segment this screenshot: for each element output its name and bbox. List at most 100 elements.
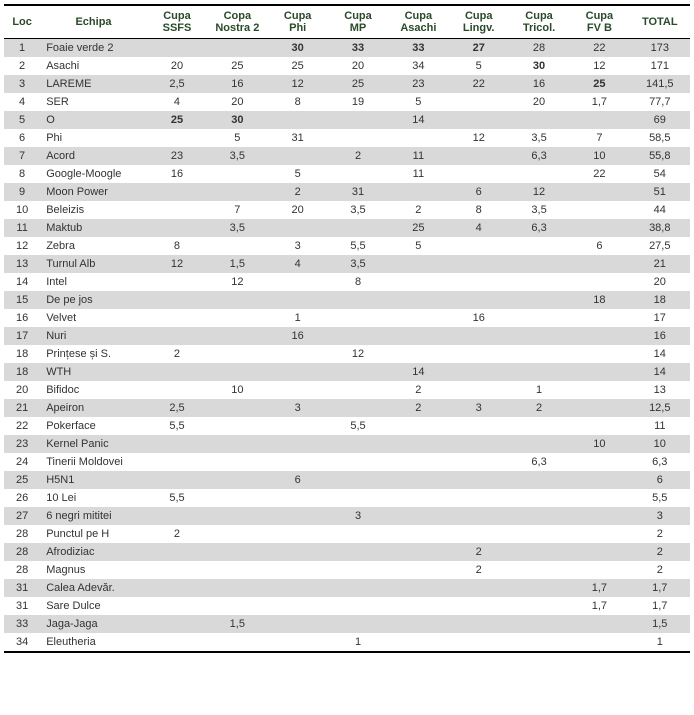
cell-echipa: Acord: [40, 147, 147, 165]
cell-c3: [268, 489, 328, 507]
cell-c2: [207, 525, 267, 543]
cell-c6: 6: [449, 183, 509, 201]
cell-c4: [328, 381, 388, 399]
cell-loc: 23: [4, 435, 40, 453]
cell-echipa: Eleutheria: [40, 633, 147, 652]
cell-c3: [268, 543, 328, 561]
cell-c6: [449, 381, 509, 399]
cell-c3: [268, 417, 328, 435]
cell-c4: 8: [328, 273, 388, 291]
cell-c8: [569, 345, 629, 363]
cell-c1: 2: [147, 345, 207, 363]
cell-c5: 2: [388, 381, 448, 399]
cell-c3: 3: [268, 237, 328, 255]
table-row: 33Jaga-Jaga1,51,5: [4, 615, 690, 633]
cell-c1: [147, 309, 207, 327]
cell-c8: 7: [569, 129, 629, 147]
cell-c4: [328, 561, 388, 579]
cell-loc: 27: [4, 507, 40, 525]
cell-c7: 1: [509, 381, 569, 399]
cell-c6: [449, 111, 509, 129]
cell-total: 16: [630, 327, 690, 345]
cell-c3: [268, 633, 328, 652]
cell-c2: 5: [207, 129, 267, 147]
cell-c2: 10: [207, 381, 267, 399]
cell-c5: 25: [388, 219, 448, 237]
cell-total: 51: [630, 183, 690, 201]
cell-c8: 10: [569, 147, 629, 165]
cell-c4: [328, 309, 388, 327]
cell-c7: 3,5: [509, 201, 569, 219]
cell-echipa: Velvet: [40, 309, 147, 327]
cell-total: 2: [630, 561, 690, 579]
cell-loc: 16: [4, 309, 40, 327]
cell-c1: [147, 183, 207, 201]
cell-echipa: Google-Moogle: [40, 165, 147, 183]
cell-echipa: Bifidoc: [40, 381, 147, 399]
cell-c3: [268, 453, 328, 471]
cell-c2: 20: [207, 93, 267, 111]
cell-loc: 11: [4, 219, 40, 237]
cell-c2: [207, 489, 267, 507]
table-row: 276 negri mititei33: [4, 507, 690, 525]
table-row: 22Pokerface5,55,511: [4, 417, 690, 435]
cell-c8: [569, 471, 629, 489]
cell-loc: 4: [4, 93, 40, 111]
cell-c2: [207, 345, 267, 363]
cell-loc: 20: [4, 381, 40, 399]
cell-c4: [328, 291, 388, 309]
cell-c8: 6: [569, 237, 629, 255]
cell-echipa: O: [40, 111, 147, 129]
table-row: 20Bifidoc102113: [4, 381, 690, 399]
cell-c1: [147, 507, 207, 525]
cell-c3: 6: [268, 471, 328, 489]
cell-c5: 5: [388, 237, 448, 255]
cell-c6: [449, 633, 509, 652]
cell-c8: 22: [569, 165, 629, 183]
cell-c2: [207, 561, 267, 579]
cell-c4: 3: [328, 507, 388, 525]
cell-total: 6: [630, 471, 690, 489]
cell-c3: [268, 345, 328, 363]
cell-c4: [328, 525, 388, 543]
col-c6: CupaLingv.: [449, 5, 509, 39]
cell-c8: [569, 327, 629, 345]
cell-c2: 1,5: [207, 255, 267, 273]
table-row: 11Maktub3,52546,338,8: [4, 219, 690, 237]
cell-c2: [207, 417, 267, 435]
cell-c5: [388, 597, 448, 615]
cell-c6: [449, 615, 509, 633]
cell-c8: [569, 381, 629, 399]
cell-c5: [388, 453, 448, 471]
table-row: 4SER4208195201,777,7: [4, 93, 690, 111]
cell-c8: [569, 453, 629, 471]
cell-echipa: Nuri: [40, 327, 147, 345]
cell-c6: [449, 255, 509, 273]
cell-c4: 5,5: [328, 417, 388, 435]
cell-echipa: Punctul pe H: [40, 525, 147, 543]
cell-c4: [328, 327, 388, 345]
col-c7: CupaTricol.: [509, 5, 569, 39]
table-row: 25H5N166: [4, 471, 690, 489]
cell-c2: [207, 309, 267, 327]
cell-c8: 12: [569, 57, 629, 75]
cell-c4: 1: [328, 633, 388, 652]
cell-c6: [449, 363, 509, 381]
cell-c1: [147, 129, 207, 147]
cell-total: 20: [630, 273, 690, 291]
cell-echipa: Moon Power: [40, 183, 147, 201]
cell-c2: 3,5: [207, 219, 267, 237]
cell-loc: 25: [4, 471, 40, 489]
cell-total: 1: [630, 633, 690, 652]
cell-loc: 22: [4, 417, 40, 435]
table-row: 18Prințese și S.21214: [4, 345, 690, 363]
cell-c7: 20: [509, 93, 569, 111]
cell-loc: 18: [4, 345, 40, 363]
cell-loc: 28: [4, 543, 40, 561]
cell-c6: 4: [449, 219, 509, 237]
col-loc: Loc: [4, 5, 40, 39]
cell-c7: 3,5: [509, 129, 569, 147]
cell-c1: [147, 39, 207, 58]
table-row: 28Punctul pe H22: [4, 525, 690, 543]
cell-c2: [207, 597, 267, 615]
